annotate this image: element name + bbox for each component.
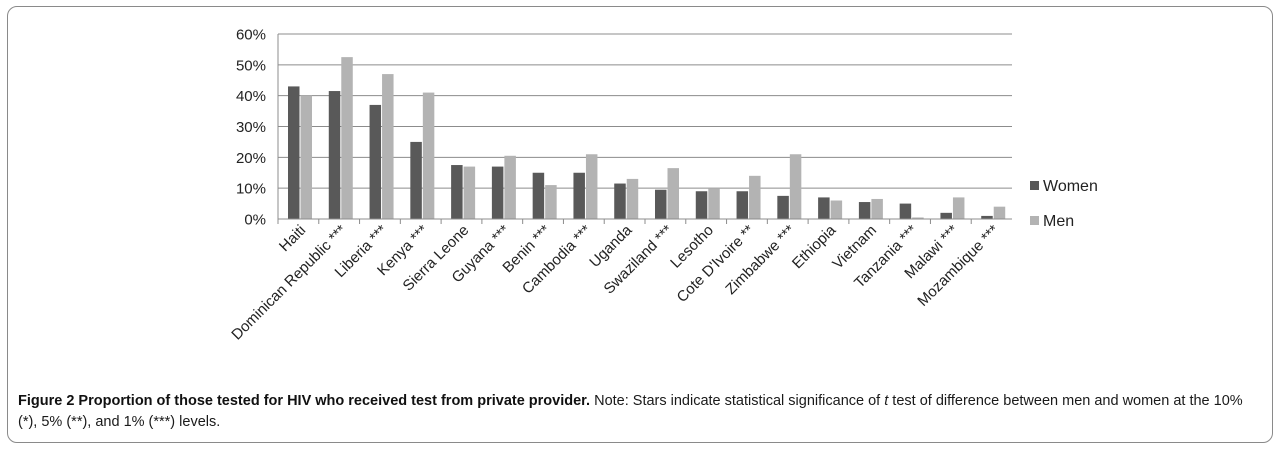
bar-women bbox=[288, 86, 300, 220]
bar-women bbox=[410, 141, 422, 219]
bar-men bbox=[300, 95, 312, 219]
x-tick-label: Haiti bbox=[276, 222, 309, 255]
legend-swatch bbox=[1030, 216, 1039, 225]
bar-men bbox=[912, 217, 924, 219]
bar-men bbox=[830, 200, 843, 219]
caption-note-italic: t bbox=[884, 393, 889, 409]
bar-women bbox=[328, 91, 341, 219]
bar-men bbox=[463, 166, 476, 219]
y-tick-labels: 0% 10% 20% 30% 40% 50% 60% bbox=[236, 27, 266, 229]
y-tick-label: 10% bbox=[236, 181, 266, 198]
bar-women bbox=[451, 165, 463, 219]
caption-title: Figure 2 Proportion of those tested for … bbox=[18, 393, 591, 409]
bar-women bbox=[532, 172, 545, 219]
y-tick-label: 0% bbox=[244, 212, 266, 229]
bar-women bbox=[614, 183, 626, 219]
legend-label: Men bbox=[1043, 213, 1074, 230]
figure-frame bbox=[7, 6, 1273, 443]
figure-caption: Figure 2 Proportion of those tested for … bbox=[18, 391, 1263, 433]
bar-men bbox=[789, 154, 802, 219]
bar-women bbox=[369, 104, 382, 219]
bar-women bbox=[981, 215, 993, 219]
bar-women bbox=[655, 189, 667, 219]
bar-women bbox=[899, 203, 912, 219]
bar-men bbox=[422, 92, 435, 219]
bar-men bbox=[626, 178, 639, 219]
legend-label: Women bbox=[1043, 178, 1098, 195]
bar-men bbox=[708, 188, 720, 219]
bar-men bbox=[667, 168, 679, 219]
caption-note-prefix: Note: Stars indicate statistical signifi… bbox=[590, 393, 885, 409]
bars bbox=[288, 57, 1006, 220]
bar-women bbox=[491, 166, 504, 219]
y-tick-label: 60% bbox=[236, 27, 266, 44]
bar-men bbox=[382, 74, 394, 219]
bar-men bbox=[993, 206, 1006, 219]
bar-men bbox=[545, 185, 557, 219]
bar-women bbox=[818, 197, 830, 219]
bar-women bbox=[940, 212, 952, 219]
bar-men bbox=[585, 154, 598, 219]
legend-swatch bbox=[1030, 181, 1039, 190]
caption-note-suffix: test of difference between men and women… bbox=[18, 393, 1243, 430]
y-tick-label: 50% bbox=[236, 57, 266, 74]
y-tick-label: 20% bbox=[236, 150, 266, 167]
bar-men bbox=[749, 175, 761, 219]
bar-men bbox=[504, 155, 516, 219]
bar-men bbox=[871, 198, 883, 219]
legend: Women Men bbox=[1030, 178, 1098, 230]
bar-men bbox=[952, 197, 965, 219]
bar-men bbox=[341, 57, 353, 219]
bar-women bbox=[573, 172, 585, 219]
bar-women bbox=[736, 191, 749, 219]
bar-women bbox=[695, 191, 708, 219]
axes bbox=[277, 34, 1012, 224]
bar-women bbox=[858, 202, 871, 219]
y-tick-label: 30% bbox=[236, 119, 266, 136]
y-tick-label: 40% bbox=[236, 88, 266, 105]
bar-women bbox=[777, 195, 789, 219]
